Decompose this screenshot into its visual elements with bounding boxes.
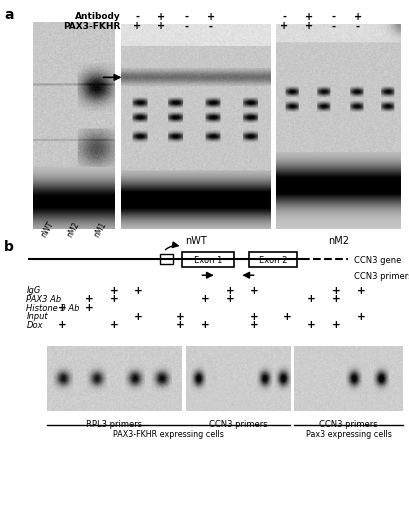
- Text: -: -: [184, 21, 188, 31]
- Text: +: +: [110, 285, 118, 295]
- Text: CCN3 primers: CCN3 primers: [353, 271, 409, 280]
- Text: CCN3 primers: CCN3 primers: [209, 420, 267, 428]
- Bar: [249, 252, 297, 267]
- Text: PAX3-FKHR: PAX3-FKHR: [63, 22, 121, 31]
- Text: +: +: [226, 294, 234, 304]
- Text: +: +: [357, 311, 366, 321]
- Text: -: -: [282, 12, 286, 22]
- Text: +: +: [332, 294, 341, 304]
- Text: +: +: [157, 21, 166, 31]
- Text: -: -: [209, 21, 213, 31]
- Text: +: +: [307, 320, 316, 330]
- Text: +: +: [134, 311, 143, 321]
- Text: +: +: [85, 294, 94, 304]
- Text: +: +: [250, 285, 259, 295]
- Text: +: +: [133, 21, 141, 31]
- Text: +: +: [176, 311, 185, 321]
- Bar: [160, 254, 173, 265]
- Text: +: +: [110, 294, 118, 304]
- Text: +: +: [207, 12, 215, 22]
- Text: +: +: [157, 12, 166, 22]
- Text: +: +: [354, 12, 362, 22]
- Text: -: -: [331, 12, 335, 22]
- Text: +: +: [283, 311, 291, 321]
- Text: Antibody: Antibody: [75, 12, 121, 21]
- Text: CCN3 primers: CCN3 primers: [319, 420, 378, 428]
- Text: Exon 2: Exon 2: [258, 255, 287, 264]
- Text: +: +: [110, 320, 118, 330]
- Text: PAX3-FKHR expressing cells: PAX3-FKHR expressing cells: [113, 429, 224, 438]
- Text: Input: Input: [27, 312, 48, 321]
- Text: +: +: [332, 285, 341, 295]
- Text: nM1: nM1: [92, 220, 108, 238]
- Text: IgG: IgG: [27, 286, 41, 294]
- Text: a: a: [4, 8, 13, 22]
- Text: +: +: [201, 294, 209, 304]
- Text: +: +: [85, 302, 94, 313]
- Text: PAX3 Ab: PAX3 Ab: [27, 294, 62, 303]
- Text: Histone 3 Ab: Histone 3 Ab: [27, 303, 80, 312]
- Text: +: +: [250, 320, 259, 330]
- Text: +: +: [307, 294, 316, 304]
- Text: +: +: [332, 320, 341, 330]
- Text: +: +: [280, 21, 288, 31]
- Text: Dox: Dox: [27, 320, 43, 329]
- Text: nM2: nM2: [328, 236, 349, 246]
- Text: +: +: [176, 320, 185, 330]
- Text: +: +: [134, 285, 143, 295]
- Text: +: +: [201, 320, 209, 330]
- Text: -: -: [184, 12, 188, 22]
- Text: nWT: nWT: [39, 219, 56, 238]
- Text: nWT: nWT: [185, 236, 207, 246]
- Text: +: +: [58, 320, 67, 330]
- Text: nM2: nM2: [66, 220, 81, 238]
- Text: +: +: [58, 302, 67, 313]
- Text: -: -: [135, 12, 139, 22]
- Text: +: +: [250, 311, 259, 321]
- Text: RPL3 primers: RPL3 primers: [86, 420, 143, 428]
- Text: +: +: [226, 285, 234, 295]
- Text: Pax3 expressing cells: Pax3 expressing cells: [306, 429, 391, 438]
- Text: +: +: [357, 285, 366, 295]
- Bar: [182, 252, 234, 267]
- Text: Exon 1: Exon 1: [194, 255, 222, 264]
- Text: +: +: [305, 21, 313, 31]
- Text: CCN3 gene: CCN3 gene: [353, 255, 401, 264]
- Text: +: +: [305, 12, 313, 22]
- Text: -: -: [356, 21, 360, 31]
- Text: b: b: [4, 240, 14, 254]
- Text: -: -: [331, 21, 335, 31]
